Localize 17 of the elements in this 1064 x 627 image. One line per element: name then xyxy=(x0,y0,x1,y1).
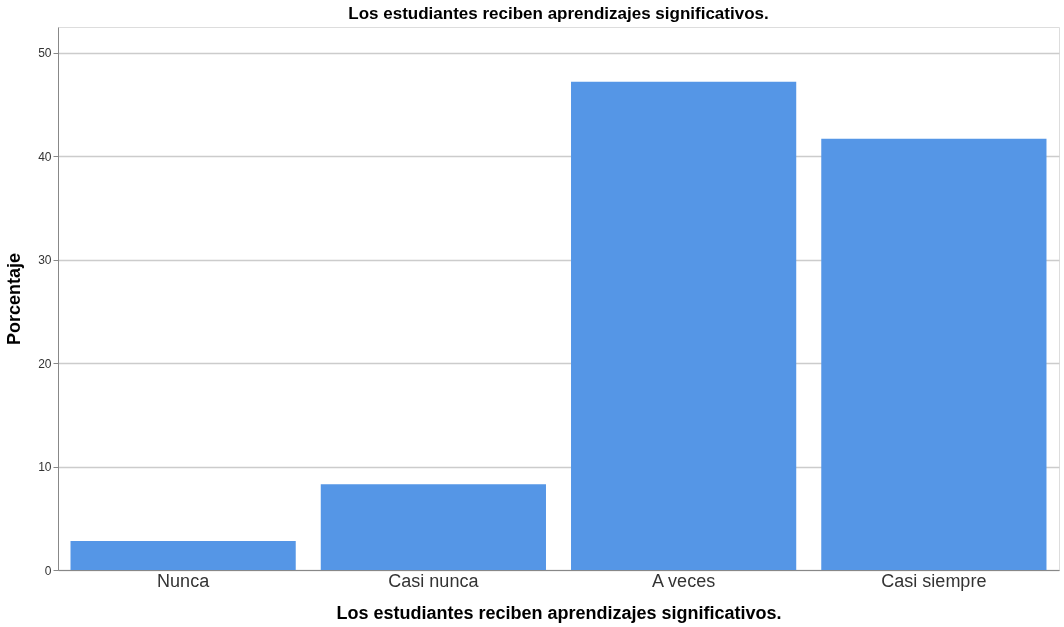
y-tick-label: 10 xyxy=(38,460,52,475)
y-tick-label: 50 xyxy=(38,46,52,61)
x-axis-title: Los estudiantes reciben aprendizajes significativos. xyxy=(336,602,782,623)
y-tick-label: 0 xyxy=(44,563,52,578)
x-tick-label: Casi nunca xyxy=(388,570,480,591)
y-tick-label: 20 xyxy=(38,356,52,371)
bar xyxy=(320,484,546,570)
x-tick-label: Casi siempre xyxy=(881,570,987,591)
chart-title: Los estudiantes reciben aprendizajes significativos. xyxy=(348,4,769,23)
y-tick-label: 40 xyxy=(38,149,52,164)
bar xyxy=(571,81,797,570)
bar xyxy=(821,138,1047,570)
bar xyxy=(70,541,296,570)
y-tick-label: 30 xyxy=(38,253,52,268)
y-axis-title: Porcentaje xyxy=(4,252,25,346)
x-tick-label: Nunca xyxy=(157,570,211,591)
x-tick-label: A veces xyxy=(652,570,716,591)
